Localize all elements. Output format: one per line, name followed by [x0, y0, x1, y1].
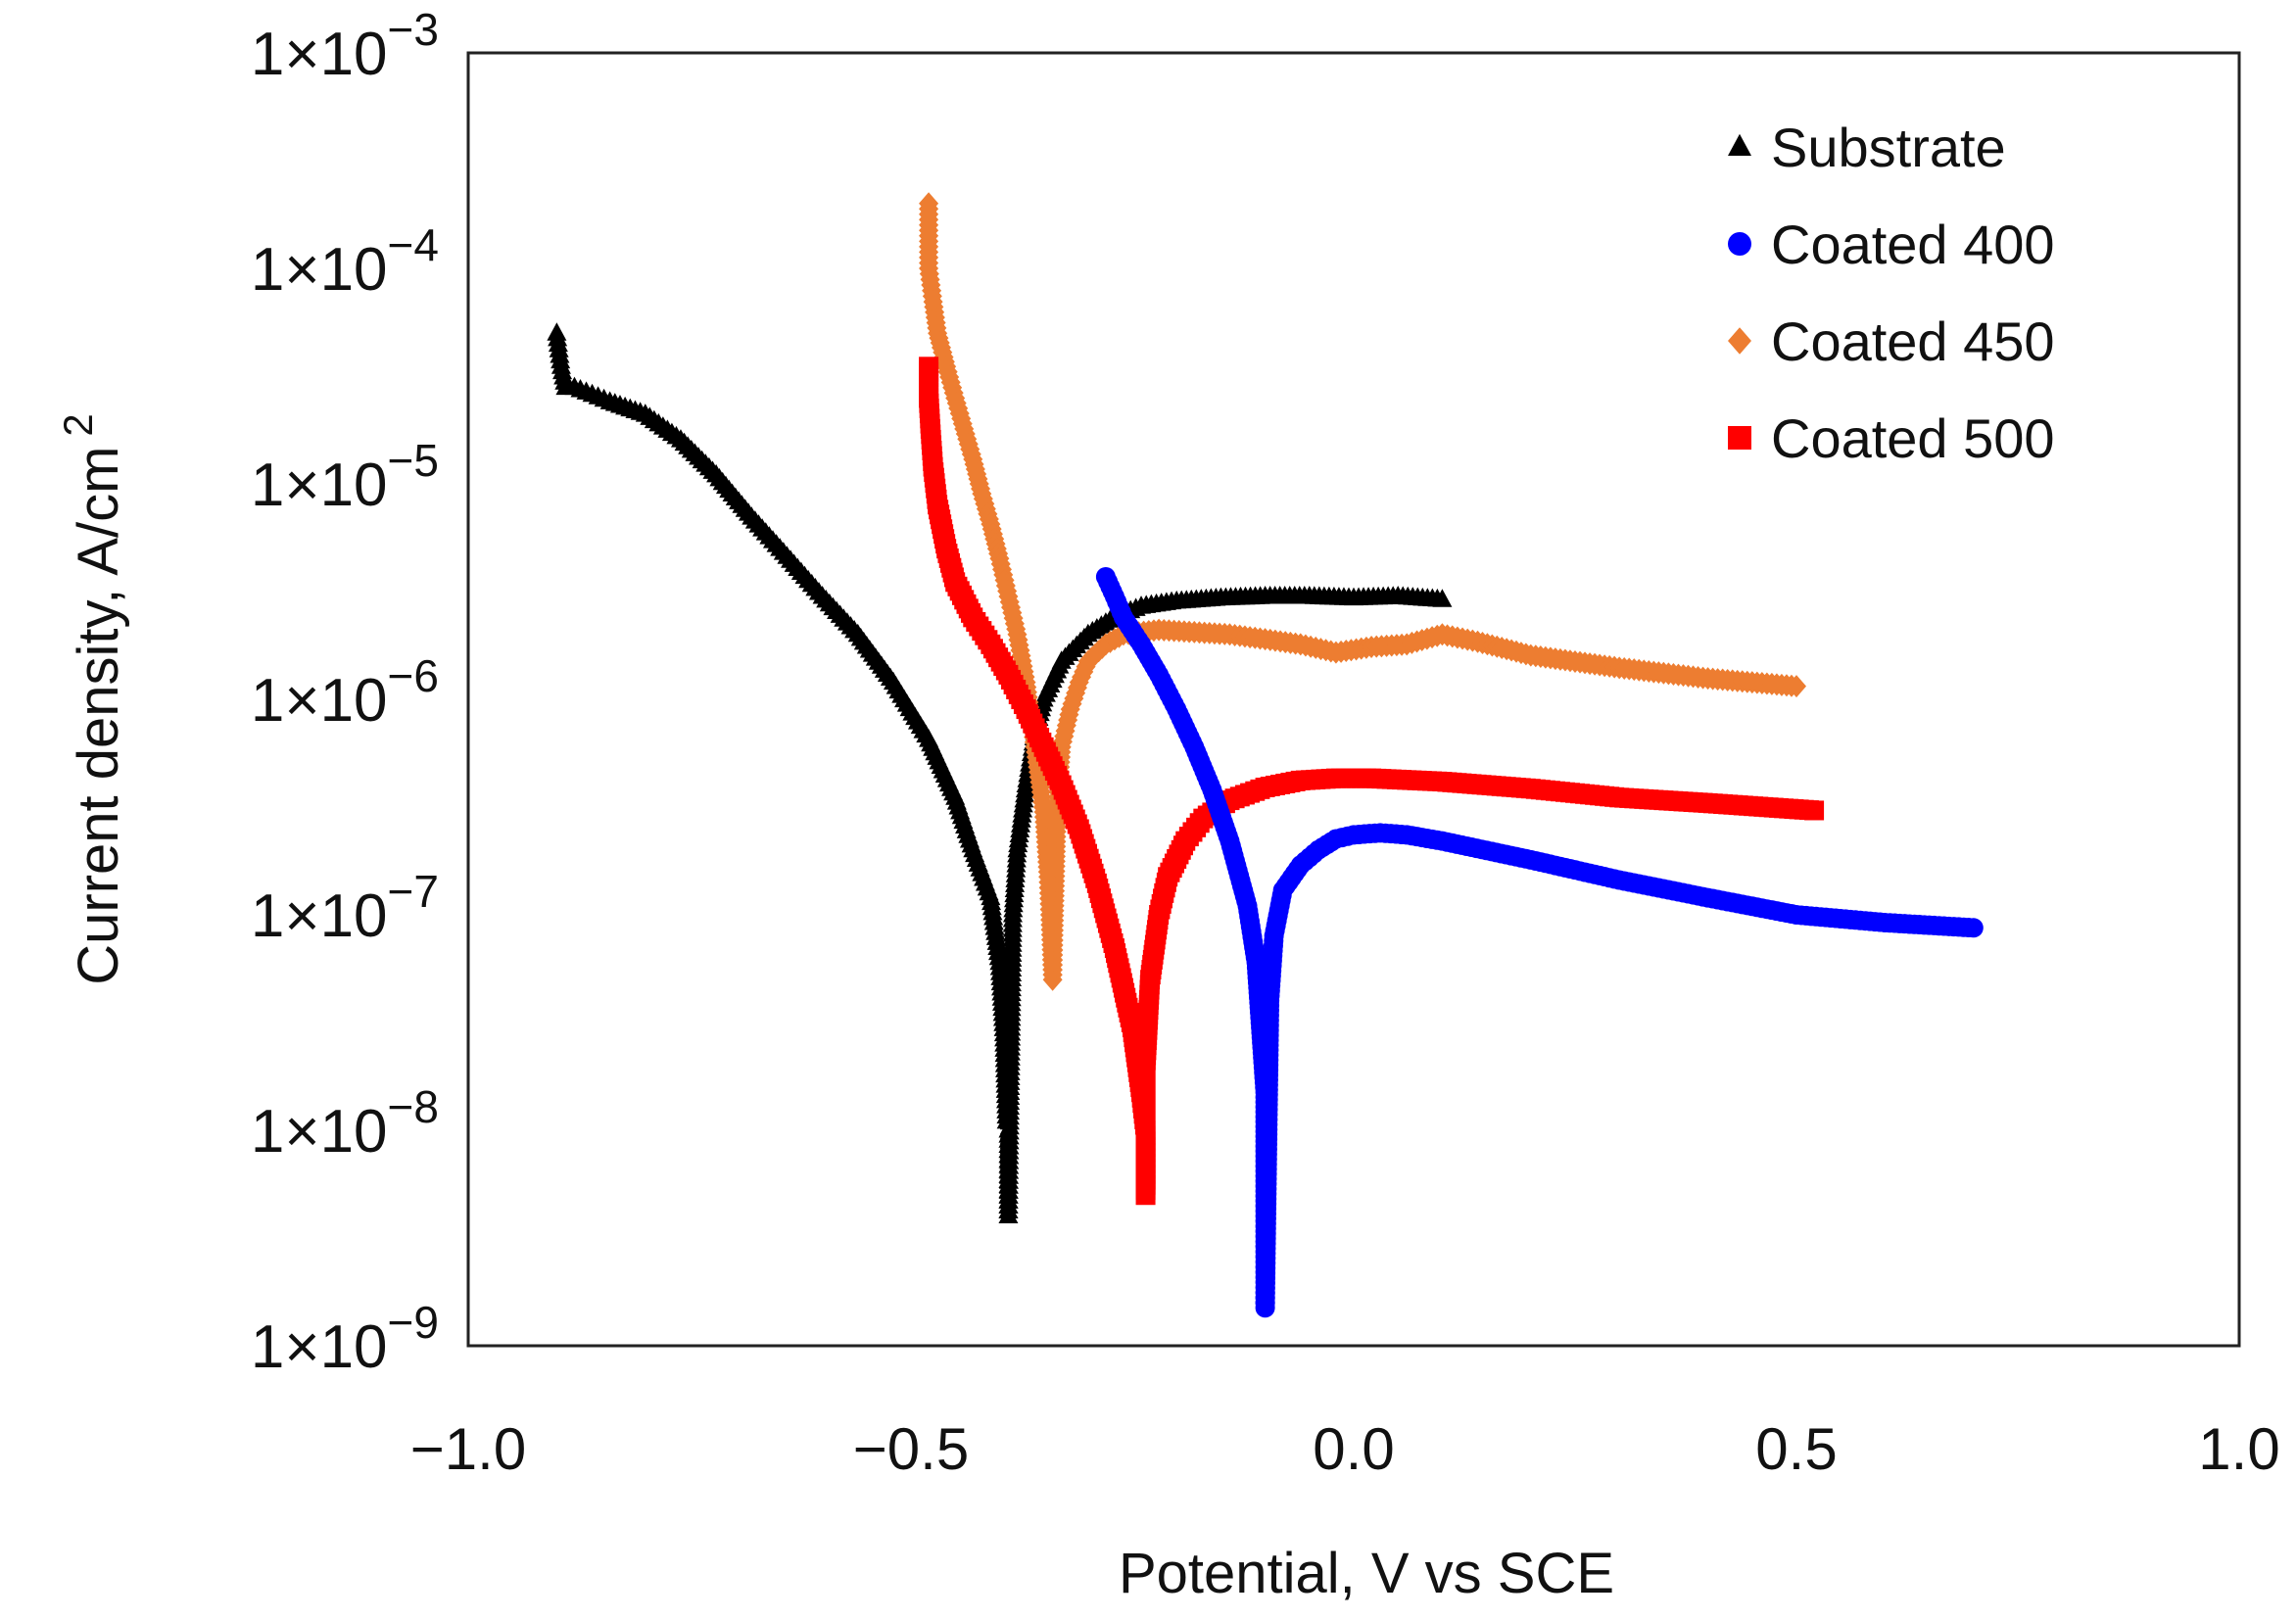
- y-tick-label: 1×10−5: [251, 435, 439, 519]
- y-tick-base: 1×10: [251, 667, 388, 735]
- series-coated-400: [1095, 566, 1984, 1318]
- x-tick-label: −1.0: [410, 1416, 526, 1482]
- legend-label: Substrate: [1771, 117, 2006, 178]
- y-tick-base: 1×10: [251, 452, 388, 519]
- x-axis-title: Potential, V vs SCE: [1119, 1542, 1614, 1605]
- y-tick-exponent: −3: [388, 4, 439, 55]
- legend: Substrate Coated 400 Coated 450 Coated 500: [1728, 117, 2055, 469]
- plot-frame: [466, 51, 2241, 1348]
- data-point: [1432, 589, 1453, 607]
- y-tick-label: 1×10−9: [251, 1297, 439, 1381]
- y-tick-base: 1×10: [251, 1098, 388, 1166]
- y-tick-base: 1×10: [251, 1313, 388, 1381]
- x-tick-label: 1.0: [2198, 1416, 2279, 1482]
- y-tick-base: 1×10: [251, 21, 388, 88]
- legend-marker: [1728, 327, 1751, 355]
- series-coated-500: [919, 357, 1825, 1206]
- y-tick-exponent: −4: [388, 219, 439, 270]
- y-tick-label: 1×10−3: [251, 4, 439, 88]
- data-point: [1804, 800, 1825, 821]
- y-tick-exponent: −8: [388, 1081, 439, 1132]
- y-tick-base: 1×10: [251, 882, 388, 950]
- y-tick-label: 1×10−8: [251, 1081, 439, 1166]
- legend-marker: [1728, 426, 1751, 450]
- x-tick-label: 0.5: [1755, 1416, 1837, 1482]
- y-tick-exponent: −5: [388, 435, 439, 486]
- y-tick-label: 1×10−7: [251, 866, 439, 950]
- y-tick-labels: 1×10−31×10−41×10−51×10−61×10−71×10−81×10…: [251, 4, 439, 1381]
- data-point: [1787, 675, 1806, 698]
- y-tick-label: 1×10−6: [251, 650, 439, 735]
- y-tick-exponent: −6: [388, 650, 439, 701]
- data-point: [1963, 918, 1984, 938]
- y-tick-base: 1×10: [251, 236, 388, 304]
- data-points: [547, 192, 1984, 1318]
- legend-label: Coated 450: [1771, 310, 2055, 372]
- legend-marker: [1728, 232, 1751, 256]
- legend-marker: [1728, 133, 1751, 156]
- y-tick-label: 1×10−4: [251, 219, 439, 304]
- y-axis-title-superscript: 2: [55, 413, 101, 436]
- x-tick-labels: −1.0 −0.5 0.0 0.5 1.0: [410, 1416, 2280, 1482]
- x-tick-label: −0.5: [853, 1416, 969, 1482]
- x-tick-label: 0.0: [1313, 1416, 1394, 1482]
- legend-label: Coated 400: [1771, 214, 2055, 275]
- y-tick-exponent: −7: [388, 866, 439, 917]
- y-tick-exponent: −9: [388, 1297, 439, 1348]
- series-substrate: [547, 322, 1453, 1224]
- legend-label: Coated 500: [1771, 407, 2055, 469]
- y-axis-title: Current density, A/cm 2: [55, 413, 130, 984]
- y-axis-title-main: Current density, A/cm: [67, 447, 130, 985]
